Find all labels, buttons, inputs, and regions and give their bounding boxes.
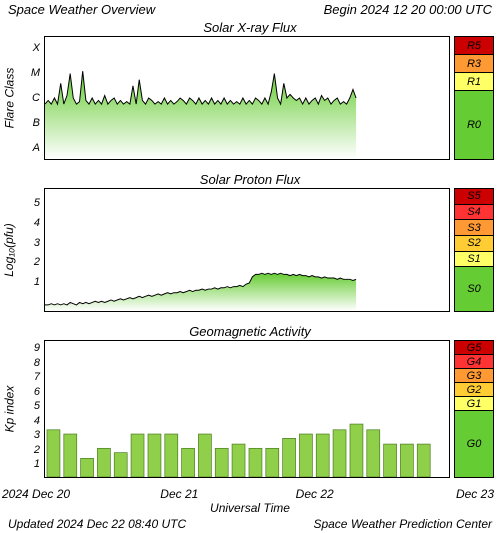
ytick: 8 [34, 357, 40, 369]
yaxis: 9 8 7 6 5 4 3 2 1 [18, 340, 42, 478]
scale-band-S0: S0 [454, 266, 494, 312]
panel-title: Solar X-ray Flux [0, 20, 500, 36]
source-text: Space Weather Prediction Center [313, 517, 492, 531]
xaxis-tick: 2024 Dec 20 [2, 487, 70, 501]
yaxis: X M C B A [18, 36, 42, 160]
panel-proton: Solar Proton Flux Log₁₀(pfu) 5 4 3 2 1 S5S4S3S2… [0, 172, 500, 312]
panel-xray: Solar X-ray Flux Flare Class X M C B A R5R3R1R0 [0, 20, 500, 160]
space-weather-overview: Space Weather Overview Begin 2024 12 20 … [0, 0, 500, 533]
ytick: 3 [34, 429, 40, 441]
ytick: B [33, 117, 40, 129]
page-header: Space Weather Overview Begin 2024 12 20 … [0, 0, 500, 17]
scale-band-S1: S1 [454, 251, 494, 267]
scale-band-S4: S4 [454, 204, 494, 220]
scale-band-R3: R3 [454, 54, 494, 72]
ylabel: Log₁₀(pfu) [2, 223, 16, 277]
ytick: 1 [34, 458, 40, 470]
scale-band-G1: G1 [454, 396, 494, 410]
ytick: X [33, 42, 40, 54]
plot-area [44, 340, 450, 478]
ylabel: Kp index [2, 386, 16, 433]
scale-band-R1: R1 [454, 72, 494, 90]
scale-band-G5: G5 [454, 340, 494, 354]
scale-band-S2: S2 [454, 235, 494, 251]
xaxis-ticks: 2024 Dec 20 Dec 21 Dec 22 Dec 23 [0, 487, 500, 501]
noaa-scale: S5S4S3S2S1S0 [454, 188, 494, 312]
ylabel: Flare Class [2, 68, 16, 129]
updated-text: Updated 2024 Dec 22 08:40 UTC [8, 517, 186, 531]
ytick: 5 [34, 197, 40, 209]
title-left: Space Weather Overview [8, 2, 155, 17]
plot-area [44, 188, 450, 312]
scale-band-R5: R5 [454, 36, 494, 54]
noaa-scale: R5R3R1R0 [454, 36, 494, 160]
ytick: 7 [34, 371, 40, 383]
ytick: M [31, 67, 40, 79]
ytick: 4 [34, 217, 40, 229]
panel-title: Solar Proton Flux [0, 172, 500, 188]
plot-area [44, 36, 450, 160]
yaxis: 5 4 3 2 1 [18, 188, 42, 312]
scale-band-G4: G4 [454, 354, 494, 368]
ytick: 6 [34, 386, 40, 398]
ytick: 1 [34, 276, 40, 288]
scale-band-R0: R0 [454, 90, 494, 160]
ytick: 2 [34, 256, 40, 268]
noaa-scale: G5G4G3G2G1G0 [454, 340, 494, 478]
ytick: 4 [34, 415, 40, 427]
xaxis-tick: Dec 23 [456, 487, 494, 501]
title-right: Begin 2024 12 20 00:00 UTC [324, 2, 492, 17]
scale-band-S3: S3 [454, 219, 494, 235]
scale-band-G0: G0 [454, 410, 494, 478]
panel-body: Kp index 9 8 7 6 5 4 3 2 1 G5G4G3G2G1G0 [0, 340, 500, 478]
xaxis-tick: Dec 22 [296, 487, 334, 501]
scale-band-S5: S5 [454, 188, 494, 204]
scale-band-G2: G2 [454, 382, 494, 396]
scale-band-G3: G3 [454, 368, 494, 382]
ytick: A [33, 142, 40, 154]
ytick: 9 [34, 342, 40, 354]
ytick: 3 [34, 237, 40, 249]
xaxis-tick: Dec 21 [160, 487, 198, 501]
ytick: 2 [34, 444, 40, 456]
ytick: C [32, 92, 40, 104]
page-footer: Updated 2024 Dec 22 08:40 UTC Space Weat… [0, 517, 500, 531]
panel-body: Flare Class X M C B A R5R3R1R0 [0, 36, 500, 160]
xaxis-title: Universal Time [0, 501, 500, 515]
ytick: 5 [34, 400, 40, 412]
panel-title: Geomagnetic Activity [0, 324, 500, 340]
panel-kp: Geomagnetic ActivityKp index987654321G5G… [0, 324, 500, 478]
panel-body: Log₁₀(pfu) 5 4 3 2 1 S5S4S3S2S1S0 [0, 188, 500, 312]
